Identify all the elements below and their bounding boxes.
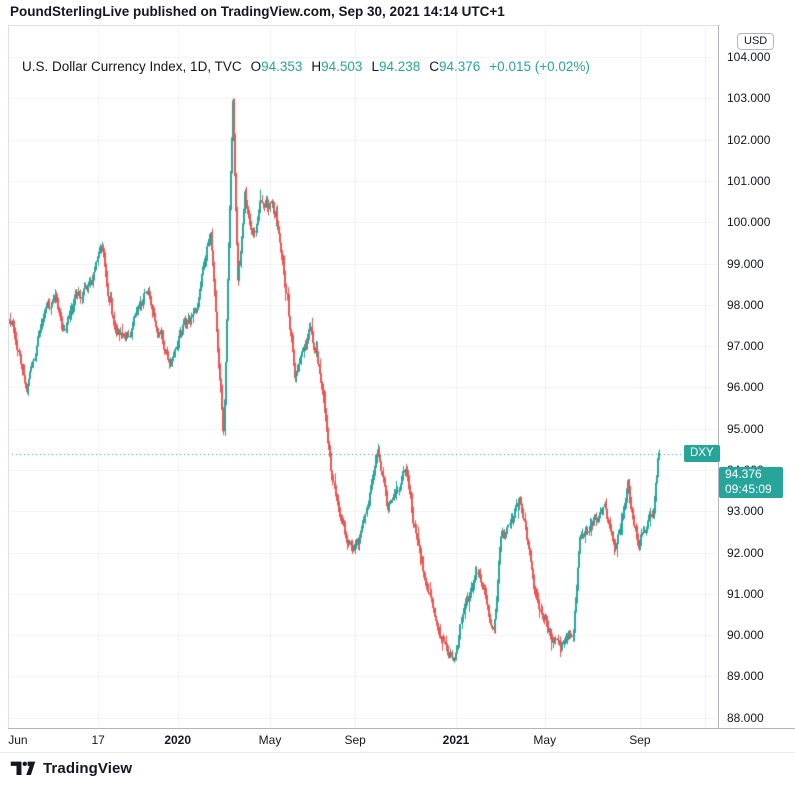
time-tick-label: 2020 bbox=[164, 733, 192, 747]
time-tick-label: 17 bbox=[91, 733, 105, 747]
price-tick-label: 92.000 bbox=[727, 545, 764, 560]
time-tick-label: Jun bbox=[8, 733, 28, 747]
legend-symbol-title: U.S. Dollar Currency Index, 1D, TVC bbox=[22, 59, 242, 74]
price-tick-label: 98.000 bbox=[727, 297, 764, 312]
currency-badge: USD bbox=[737, 33, 775, 50]
legend-ohlc-item: C94.376 bbox=[429, 59, 481, 74]
legend-ohlc-item: L94.238 bbox=[371, 59, 421, 74]
price-tick-label: 96.000 bbox=[727, 380, 764, 395]
price-scale[interactable]: USD 104.000 103.000 102.000 101.000 100.000 9… bbox=[719, 25, 795, 728]
last-price-value: 94.376 bbox=[725, 467, 762, 482]
time-tick-label: Sep bbox=[629, 733, 651, 747]
legend-ohlc-item: H94.503 bbox=[311, 59, 363, 74]
time-tick-label: May bbox=[258, 733, 282, 747]
price-axis-line bbox=[718, 25, 719, 753]
chart-legend[interactable]: U.S. Dollar Currency Index, 1D, TVC O94.… bbox=[22, 59, 590, 74]
bar-countdown: 09:45:09 bbox=[725, 482, 772, 497]
time-tick-label: 2021 bbox=[442, 733, 470, 747]
attribution-text: PoundSterlingLive published on TradingVi… bbox=[10, 4, 505, 19]
widget-bottom-border bbox=[0, 752, 795, 753]
time-scale[interactable]: Jun 17 2020 May Sep 2021 May Sep bbox=[0, 729, 795, 752]
price-tick-label: 89.000 bbox=[727, 669, 764, 684]
tradingview-logo-text: TradingView bbox=[43, 760, 133, 777]
time-axis-line bbox=[8, 728, 795, 729]
candlestick-canvas[interactable] bbox=[8, 25, 718, 728]
time-tick-label: Sep bbox=[344, 733, 366, 747]
tradingview-logo-icon bbox=[10, 761, 36, 775]
tradingview-logo[interactable]: TradingView bbox=[10, 760, 132, 777]
legend-change: +0.015 (+0.02%) bbox=[489, 59, 590, 74]
price-tick-label: 97.000 bbox=[727, 339, 764, 354]
price-tick-label: 91.000 bbox=[727, 586, 764, 601]
legend-ohlc-item: O94.353 bbox=[250, 59, 303, 74]
price-tick-label: 104.000 bbox=[727, 50, 771, 65]
price-tick-label: 101.000 bbox=[727, 174, 771, 189]
price-tick-label: 90.000 bbox=[727, 628, 764, 643]
time-tick-label: May bbox=[533, 733, 557, 747]
last-price-badge: 94.376 09:45:09 bbox=[719, 467, 783, 499]
price-tick-label: 99.000 bbox=[727, 256, 764, 271]
price-tick-label: 103.000 bbox=[727, 91, 771, 106]
price-tick-label: 88.000 bbox=[727, 710, 764, 725]
price-tick-label: 95.000 bbox=[727, 421, 764, 436]
chart-plot-area[interactable]: U.S. Dollar Currency Index, 1D, TVC O94.… bbox=[8, 25, 718, 728]
price-tick-label: 93.000 bbox=[727, 504, 764, 519]
price-tick-label: 100.000 bbox=[727, 215, 771, 230]
chart-left-border bbox=[8, 25, 9, 728]
symbol-price-flag: DXY bbox=[684, 445, 720, 463]
price-tick-label: 102.000 bbox=[727, 132, 771, 147]
legend-ohlc-values: O94.353 H94.503 L94.238 C94.376 bbox=[251, 59, 481, 74]
